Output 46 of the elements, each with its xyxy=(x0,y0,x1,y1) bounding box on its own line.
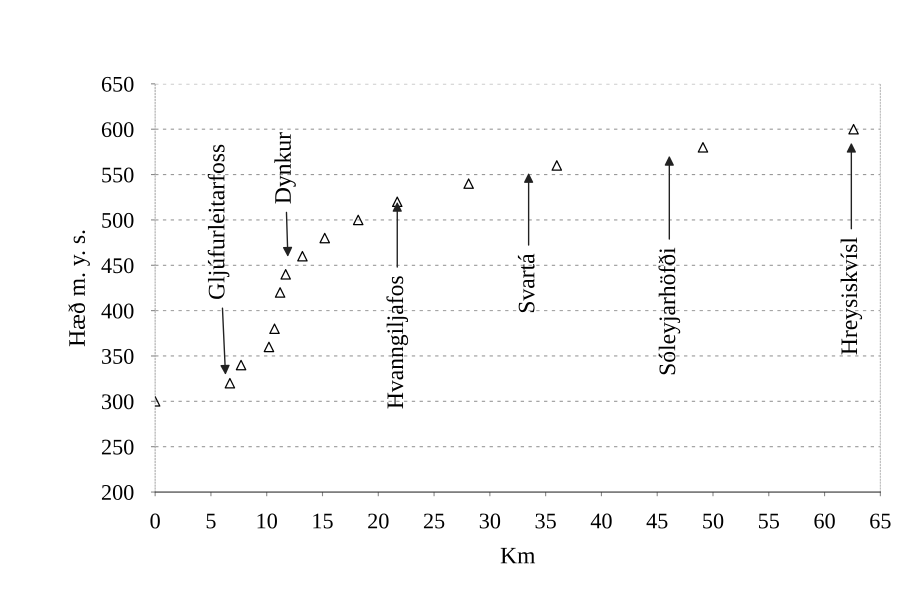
annotation: Hvanngiljafos xyxy=(386,276,408,408)
annotation: Dynkur xyxy=(274,132,296,204)
point xyxy=(319,232,330,244)
point xyxy=(848,124,859,134)
annotation: Hreysiskvísl xyxy=(840,238,862,354)
point xyxy=(224,378,236,388)
y-axis-title: Hæð m. y. s. xyxy=(68,230,90,346)
point xyxy=(264,342,274,352)
y-tick-label: 250 xyxy=(102,440,134,455)
point xyxy=(280,269,291,280)
x-tick-label: 5 xyxy=(206,514,216,529)
point xyxy=(463,178,474,189)
x-tick-label: 20 xyxy=(368,514,389,529)
y-tick-label: 200 xyxy=(102,484,134,500)
annotation: Sóleyjarhöfði xyxy=(658,248,680,374)
x-axis-title: Km xyxy=(500,548,536,564)
x-tick-label: 45 xyxy=(646,514,668,529)
x-tick-label: 15 xyxy=(313,514,333,529)
point xyxy=(236,360,246,370)
x-tick-label: 0 xyxy=(150,514,160,529)
y-tick-label: 450 xyxy=(101,258,134,274)
y-tick-label: 350 xyxy=(102,348,134,364)
x-tick-label: 25 xyxy=(424,514,444,529)
x-tick-label: 35 xyxy=(536,514,556,529)
x-tick-label: 30 xyxy=(480,514,500,529)
point xyxy=(297,250,308,262)
x-tick-label: 40 xyxy=(590,514,612,529)
x-tick-label: 65 xyxy=(870,514,891,529)
x-tick-label: 10 xyxy=(258,514,277,529)
point xyxy=(352,214,364,226)
x-tick-label: 60 xyxy=(814,514,835,529)
y-tick-label: 600 xyxy=(102,122,134,138)
point xyxy=(552,160,562,171)
point xyxy=(698,142,708,153)
x-tick-label: 50 xyxy=(703,514,724,529)
y-tick-label: 650 xyxy=(102,76,134,92)
annotation: Gljúfurleitarfoss xyxy=(208,144,230,299)
point xyxy=(274,287,286,298)
point xyxy=(392,196,403,208)
y-tick-label: 550 xyxy=(102,167,134,182)
x-tick-label: 55 xyxy=(758,514,780,529)
y-tick-label: 300 xyxy=(102,394,134,410)
y-tick-label: 400 xyxy=(101,304,134,319)
y-tick-label: 500 xyxy=(102,212,134,228)
point xyxy=(269,323,280,334)
annotation: Svartá xyxy=(518,254,535,312)
